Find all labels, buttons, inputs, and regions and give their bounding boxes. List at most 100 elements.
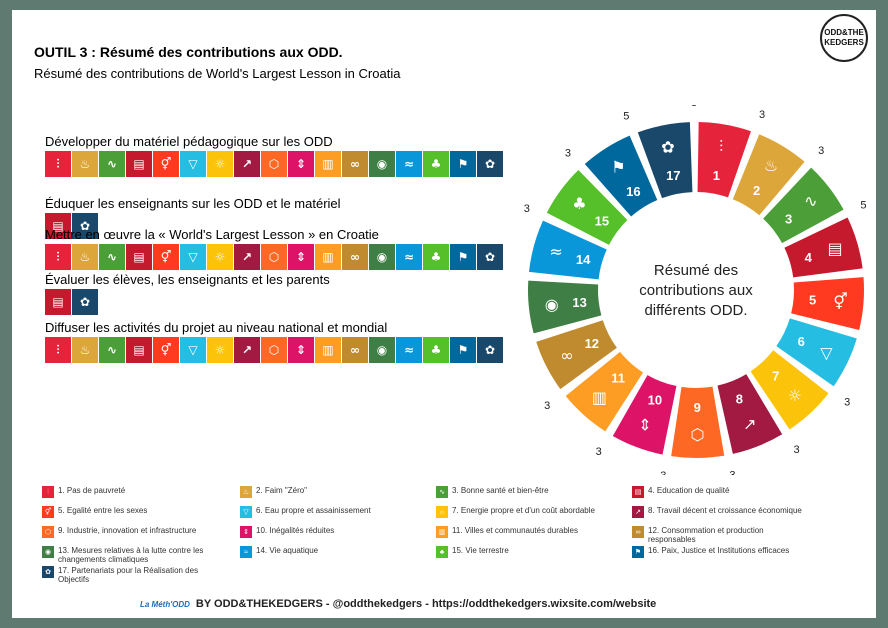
wheel-center-line-3: différents ODD. [644,302,747,319]
sdg-13-icon: ◉ [369,337,395,363]
sdg-3-icon: ∿ [99,337,125,363]
activity-sdg-icons: ▤ ✿ [45,289,98,315]
wheel-segment-14 [528,220,607,280]
sdg-6-icon: ▽ [180,337,206,363]
sdg-14-icon: ≈ [396,337,422,363]
wheel-segment-13 [528,280,602,334]
sdg-14-icon: ≈ [240,546,252,558]
legend-item: ▽ 6. Eau propre et assainissement [240,506,416,518]
legend-item: ∞ 12. Consommation et production responsa… [632,526,808,544]
legend-item: ≈14. Vie aquatique [240,546,416,558]
sdg-8-icon: ↗ [234,151,260,177]
wheel-count-label: 3 [759,109,765,121]
sdg-10-icon: ⇕ [240,526,252,538]
sdg-7-icon: ☼ [436,506,448,518]
sdg-3-icon: ∿ [99,151,125,177]
sdg-4-icon: ▤ [632,486,644,498]
sdg-1-icon: ⫶ [45,151,71,177]
wheel-segment-5 [791,277,864,331]
sdg-7-icon: ☼ [207,151,233,177]
sdg-6-icon: ▽ [240,506,252,518]
activity-label: Évaluer les élèves, les enseignants et l… [45,272,330,287]
activity-sdg-icons: ▤ ✿ [45,213,98,239]
activity-label: Éduquer les enseignants sur les ODD et l… [45,196,341,211]
wheel-segment-number: 17 [666,168,680,183]
sdg-17-icon: ✿ [477,337,503,363]
sdg-16-icon: ⚑ [450,244,476,270]
wheel-segment-9 [671,386,725,459]
sdg-14-icon: ≈ [396,244,422,270]
wheel-segment-number: 8 [736,392,743,407]
wheel-segment-number: 16 [626,184,640,199]
legend-item: ↗ 8. Travail décent et croissance économi… [632,506,808,518]
sdg-17-icon: ✿ [477,151,503,177]
footer: La Méth'ODD BY ODD&THEKEDGERS - @oddthek… [140,598,656,610]
wheel-count-label: 3 [794,444,800,456]
wheel-segment-number: 4 [805,250,813,265]
legend-item: ▥ 11. Villes et communautés durables [436,526,612,538]
legend-label: 5. Egalité entre les sexes [58,506,148,515]
wheel-segment-number: 9 [694,400,701,415]
sdg-11-icon: ▥ [315,337,341,363]
sdg-12-icon: ∞ [342,337,368,363]
wheel-segment-7 [750,350,829,430]
sdg-4-icon: ▤ [45,289,71,315]
sdg-1-icon: ⫶ [719,137,723,156]
legend-item: ◉ 13. Mesures relatives à la lutte contre… [42,546,218,564]
sdg-16-icon: ⚑ [450,337,476,363]
wheel-segment-17 [637,122,693,199]
legend-label: 10. Inégalités réduites [256,526,335,535]
sdg-7-icon: ☼ [788,386,802,405]
sdg-17-icon: ✿ [42,566,54,578]
sdg-12-icon: ∞ [632,526,644,538]
sdg-10-icon: ⇕ [288,244,314,270]
sdg-5-icon: ⚥ [153,151,179,177]
sdg-15-icon: ♣ [572,194,586,213]
sdg-17-icon: ✿ [477,244,503,270]
sdg-13-icon: ◉ [369,244,395,270]
page-subtitle: Résumé des contributions de World's Larg… [34,66,401,81]
sdg-11-icon: ▥ [315,244,341,270]
sdg-10-icon: ⇕ [288,337,314,363]
legend-item: ⫶ 1. Pas de pauvreté [42,486,218,498]
sdg-3-icon: ∿ [436,486,448,498]
sdg-14-icon: ≈ [549,242,562,261]
sdg-17-icon: ✿ [72,213,98,239]
sdg-2-icon: ♨ [72,151,98,177]
wheel-segment-8 [717,374,783,454]
legend-label: 16. Paix, Justice et Institutions effica… [648,546,790,555]
sdg-7-icon: ☼ [207,244,233,270]
wheel-segment-number: 6 [798,334,805,349]
footer-logo: La Méth'ODD [140,599,190,609]
legend-item: ⚥ 5. Egalité entre les sexes [42,506,218,518]
page: OUTIL 3 : Résumé des contributions aux O… [12,10,876,618]
wheel-count-label: 3 [524,203,530,215]
wheel-segment-10 [612,375,677,455]
wheel-count-label: 3 [544,400,550,412]
activity-sdg-icons: ⫶ ♨ ∿ ▤ ⚥ ▽ ☼ ↗ ⬡ ⇕ ▥ ∞ ◉ ≈ ♣ ⚑ ✿ [45,244,503,270]
wheel-segment-number: 1 [713,168,720,183]
sdg-5-icon: ⚥ [833,292,847,311]
sdg-12-icon: ∞ [560,346,573,365]
sdg-6-icon: ▽ [820,343,833,362]
wheel-count-label: 3 [596,446,602,458]
sdg-13-icon: ◉ [369,151,395,177]
sdg-8-icon: ↗ [234,244,260,270]
legend-label: 6. Eau propre et assainissement [256,506,371,515]
sdg-6-icon: ▽ [180,151,206,177]
wheel-segment-number: 5 [809,293,816,308]
legend-item: ♨ 2. Faim "Zéro" [240,486,416,498]
activity-sdg-icons: ⫶ ♨ ∿ ▤ ⚥ ▽ ☼ ↗ ⬡ ⇕ ▥ ∞ ◉ ≈ ♣ ⚑ ✿ [45,151,503,177]
legend-label: 4. Education de qualité [648,486,730,495]
wheel-segment-number: 2 [753,183,760,198]
wheel-segment-number: 3 [785,212,792,227]
legend-label: 14. Vie aquatique [256,546,319,555]
wheel-segment-1 [697,122,751,198]
wheel-count-label: 3 [565,147,571,159]
wheel-count-label: 3 [729,469,735,475]
activity-sdg-icons: ⫶ ♨ ∿ ▤ ⚥ ▽ ☼ ↗ ⬡ ⇕ ▥ ∞ ◉ ≈ ♣ ⚑ ✿ [45,337,503,363]
wheel-center-line-1: Résumé des [654,262,738,279]
sdg-1-icon: ⫶ [42,486,54,498]
sdg-9-icon: ⬡ [691,425,705,444]
sdg-17-icon: ✿ [661,138,674,157]
